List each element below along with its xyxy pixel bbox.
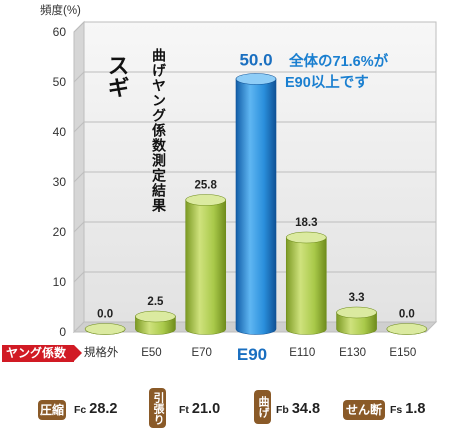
y-axis: 0 10 20 30 40 50 60 [53,25,67,339]
data-label: 50.0 [239,51,272,70]
tension-code: Ft [179,404,189,416]
grid-line [73,221,85,233]
compression-badge: 圧縮 [38,400,66,420]
grid-line [73,271,85,283]
compression-stat: Fc 28.2 [74,400,118,418]
bending-stat: Fb 34.8 [276,400,320,418]
y-tick-label: 0 [59,325,66,339]
x-tick-label: 規格外 [84,345,119,359]
bars [84,73,428,335]
bar [84,323,126,335]
data-label: 25.8 [195,180,218,192]
data-labels: 0.0 2.5 25.8 50.0 18.3 3.3 0.0 [97,51,415,321]
bar [285,231,327,335]
y-axis-label: 頻度(%) [40,3,81,17]
bar [135,310,176,335]
shear-badge: せん断 [343,400,385,420]
tension-badge: 引張り [149,388,166,428]
tension-stat: Ft 21.0 [179,400,220,418]
y-tick-label: 10 [53,275,67,289]
y-tick-label: 20 [53,225,67,239]
x-axis-title-tag: ヤング係数 [2,345,82,362]
data-label: 3.3 [349,292,365,304]
compression-value: 28.2 [89,401,118,417]
compression-code: Fc [74,404,87,416]
chart-subtitle: 曲げヤング係数測定結果 [151,47,167,213]
bending-badge: 曲げ [254,390,271,424]
x-tick-label: E70 [191,347,211,359]
bar [386,323,428,335]
annotation-line-1: 全体の71.6%が [288,52,389,70]
y-tick-label: 60 [53,25,67,39]
data-label: 18.3 [295,217,317,229]
chart-title: スギ [105,54,130,98]
shear-stat: Fs 1.8 [390,400,425,418]
tension-value: 21.0 [191,401,221,417]
x-axis: 規格外 E50 E70 E90 E110 E130 E150 [84,345,416,364]
grid-line [73,21,85,33]
strength-values-footer: 圧縮 Fc 28.2 引張り Ft 21.0 曲げ Fb 34.8 せん断 Fs 1.8 [0,386,449,431]
shear-value: 1.8 [405,401,426,417]
y-tick-label: 50 [53,75,67,89]
x-tick-label: E90 [237,345,267,364]
x-tick-label: E130 [339,347,366,359]
grid-line [73,71,85,83]
y-tick-label: 40 [53,125,67,139]
bar [185,194,227,335]
y-tick-label: 30 [53,175,67,189]
bending-value: 34.8 [291,401,321,417]
annotation-line-2: E90以上です [285,74,369,91]
x-tick-label: E150 [389,347,416,359]
data-label: 0.0 [97,309,113,321]
data-label: 0.0 [399,309,415,321]
bar [336,306,377,335]
grid-line [73,171,85,183]
shear-code: Fs [390,404,403,416]
data-label: 2.5 [147,296,164,308]
x-tick-label: E110 [289,347,315,359]
grid-line [73,121,85,133]
bar [235,73,277,335]
x-tick-label: E50 [141,347,161,359]
bending-code: Fb [276,404,289,416]
